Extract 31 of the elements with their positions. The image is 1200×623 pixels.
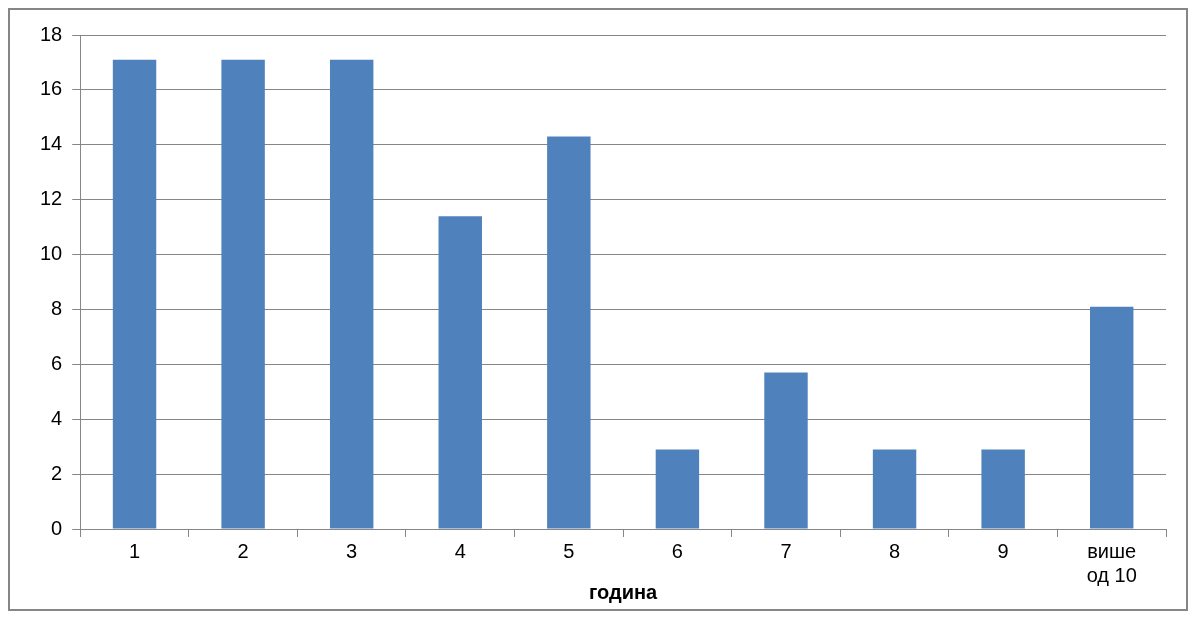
bar bbox=[112, 59, 157, 529]
bar bbox=[329, 59, 374, 529]
bar bbox=[764, 372, 808, 529]
bar bbox=[221, 59, 265, 529]
x-tick-label: 2 bbox=[237, 539, 249, 562]
x-tick-label: 7 bbox=[780, 539, 792, 562]
y-tick-label: 10 bbox=[40, 242, 63, 265]
x-tick-label: 8 bbox=[889, 539, 901, 562]
bar bbox=[655, 449, 700, 529]
y-tick-label: 2 bbox=[51, 461, 63, 484]
bar bbox=[438, 216, 482, 529]
x-tick-label: 9 bbox=[997, 539, 1009, 562]
bar bbox=[1090, 306, 1134, 529]
x-tick-label: 5 bbox=[563, 539, 575, 562]
bar bbox=[547, 136, 591, 529]
x-axis-title: година bbox=[589, 580, 659, 603]
x-tick-label: више од 10 bbox=[1086, 539, 1137, 586]
y-tick-label: 0 bbox=[51, 516, 63, 539]
y-tick-label: 14 bbox=[40, 132, 63, 155]
y-tick-label: 4 bbox=[51, 406, 63, 429]
y-tick-label: 16 bbox=[40, 77, 63, 100]
bar bbox=[981, 449, 1025, 529]
y-tick-label: 6 bbox=[51, 351, 63, 374]
x-tick-label: 1 bbox=[128, 539, 141, 562]
x-tick-label: 3 bbox=[346, 539, 358, 562]
x-tick-label: 4 bbox=[454, 539, 466, 562]
y-tick-label: 12 bbox=[40, 187, 63, 210]
y-tick-label: 8 bbox=[51, 296, 63, 319]
y-tick-label: 18 bbox=[40, 22, 63, 45]
bar bbox=[872, 449, 917, 529]
x-tick-label: 6 bbox=[671, 539, 683, 562]
